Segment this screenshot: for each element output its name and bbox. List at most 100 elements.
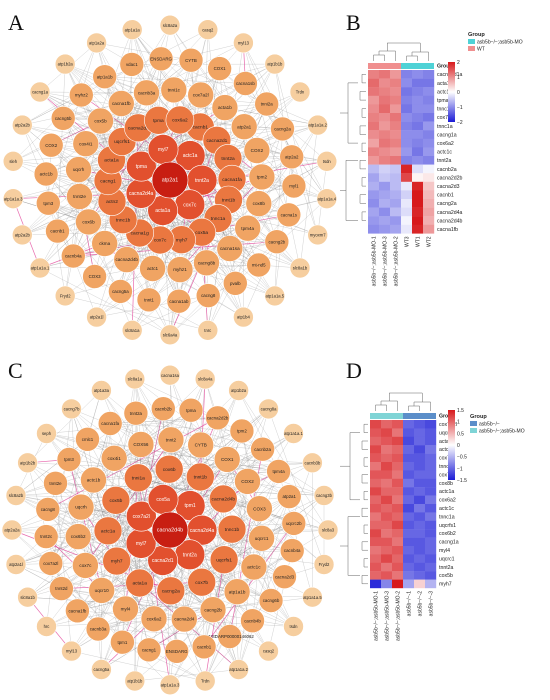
network-node-label: uqcrfs1: [114, 139, 130, 145]
heatmap-d-dendrogram-top: [375, 392, 431, 411]
network-node: acta1a: [125, 568, 154, 598]
heatmap-b-cell: [412, 130, 424, 139]
network-node-circle: [45, 218, 70, 244]
dendrogram-branch: [361, 575, 368, 585]
heatmap-d-cell: [414, 504, 426, 513]
network-node: cacna1sa: [216, 235, 244, 262]
heatmap-d-cell: [414, 562, 426, 572]
heatmap-d-cell: [370, 579, 382, 589]
network-node: slc8a3: [317, 519, 339, 541]
heatmap-d-cell: [392, 546, 404, 555]
network-node-label: atp1a1a.5: [265, 294, 284, 299]
heatmap-d-cell: [414, 546, 426, 555]
network-node-circle: [66, 183, 93, 210]
heatmap-b-scale-tick: −2: [457, 120, 463, 126]
network-node-label: atp1a1b: [229, 589, 246, 594]
heatmap-d-cell: [381, 529, 393, 538]
network-node: tpma: [126, 150, 157, 182]
heatmap-d-cell: [370, 562, 382, 572]
heatmap-b-cell: [412, 156, 424, 165]
network-node-label: atp1a1a.5: [303, 595, 322, 600]
network-edge: [87, 439, 170, 470]
network-node: myl7: [147, 134, 179, 165]
network-node-label: myl7: [136, 541, 147, 547]
network-node-label: cacnb4b: [244, 618, 261, 623]
network-node: cox7a2l: [187, 81, 214, 109]
heatmap-b-cell: [401, 95, 413, 105]
network-node: cox5b: [101, 486, 131, 515]
network-edge: [22, 201, 113, 236]
network-node: cacna1fa: [97, 411, 123, 436]
heatmap-b-cell: [401, 113, 413, 122]
network-node: CYTB: [187, 431, 214, 459]
network-edge: [114, 410, 192, 459]
network-node-circle: [56, 447, 82, 472]
heatmap-b-dendrogram-top: [373, 42, 429, 61]
network-node-label: actc1a: [183, 153, 198, 159]
heatmap-d-cell: [414, 487, 426, 496]
heatmap-d-cell: [370, 445, 382, 454]
heatmap-b-cell: [390, 130, 402, 139]
heatmap-d-row-label: cox8b: [439, 481, 453, 487]
heatmap-b-cell: [379, 216, 391, 225]
dendrogram-branch: [406, 55, 418, 61]
network-edge: [259, 508, 325, 565]
network-node-label: slc8a1a: [125, 328, 140, 333]
network-node-circle: [126, 500, 157, 532]
heatmap-b-cell: [412, 190, 424, 200]
heatmap-b-cell: [390, 138, 402, 148]
network-node: tpm4a: [266, 459, 291, 484]
network-edge: [71, 650, 206, 682]
network-node: atp1b2b: [17, 452, 38, 474]
heatmap-d-cell: [370, 470, 382, 479]
heatmap-d-row-label: tnnc1b: [439, 464, 455, 470]
network-node: cox6b: [154, 454, 184, 484]
network-node-label: cacnb1: [193, 125, 209, 131]
network-node-circle: [148, 46, 174, 72]
network-node-label: cox7c: [154, 238, 167, 244]
heatmap-d-group-cell: [370, 413, 381, 419]
network-node-circle: [61, 398, 82, 420]
network-node-circle: [2, 188, 24, 209]
heatmap-b: Groupcacna2d1aacta1aactc1btpmatnnc1bcox7…: [340, 32, 523, 286]
network-node: atp1a1b: [92, 64, 117, 89]
heatmap-d-cell: [381, 520, 393, 530]
network-node-label: uqcrc1: [255, 536, 269, 541]
heatmap-b-cell: [390, 181, 402, 191]
network-node-label: tnni2a: [261, 102, 274, 107]
network-node: tnni2a: [254, 91, 280, 117]
heatmap-d-legend-swatch: [470, 421, 477, 426]
network-node-label: slc8a1a: [128, 377, 143, 382]
network-edge: [115, 378, 135, 501]
heatmap-b-row-label: cox6a2: [437, 141, 454, 147]
heatmap-b-group-cell: [412, 63, 423, 69]
heatmap-d-row-label: uqcrc1: [439, 556, 455, 562]
network-node-circle: [243, 137, 271, 164]
heatmap-d-cell: [414, 462, 426, 471]
network-node: cacng2b: [199, 596, 227, 624]
network-node-circle: [72, 130, 100, 157]
network-node: cacng2b: [264, 229, 290, 254]
network-node: slc8a2a: [159, 14, 181, 36]
network-node-circle: [159, 14, 181, 36]
heatmap-d-cell: [392, 462, 404, 471]
network-edge: [162, 560, 177, 652]
network-node: actc1: [139, 255, 166, 282]
heatmap-b-cell: [412, 164, 424, 174]
heatmap-b-cell: [401, 156, 413, 165]
network-node-label: myl13: [238, 41, 250, 46]
heatmap-b-cell: [412, 121, 424, 131]
heatmap-b-scale-tick: 2: [457, 60, 460, 66]
network-node-label: tnnc1a: [211, 216, 226, 222]
heatmap-d-group-cell: [414, 413, 425, 419]
network-node-circle: [49, 576, 74, 601]
network-node-circle: [65, 598, 90, 624]
network-node-label: casq2: [263, 649, 275, 654]
network-node-label: actc1c: [247, 565, 261, 570]
network-node-circle: [281, 173, 307, 199]
network-node-label: atp1a3a: [94, 388, 110, 393]
dendrogram-branch: [345, 160, 358, 221]
network-node-circle: [230, 113, 258, 140]
network-edge: [13, 94, 82, 162]
heatmap-d-group-cell: [425, 413, 436, 419]
